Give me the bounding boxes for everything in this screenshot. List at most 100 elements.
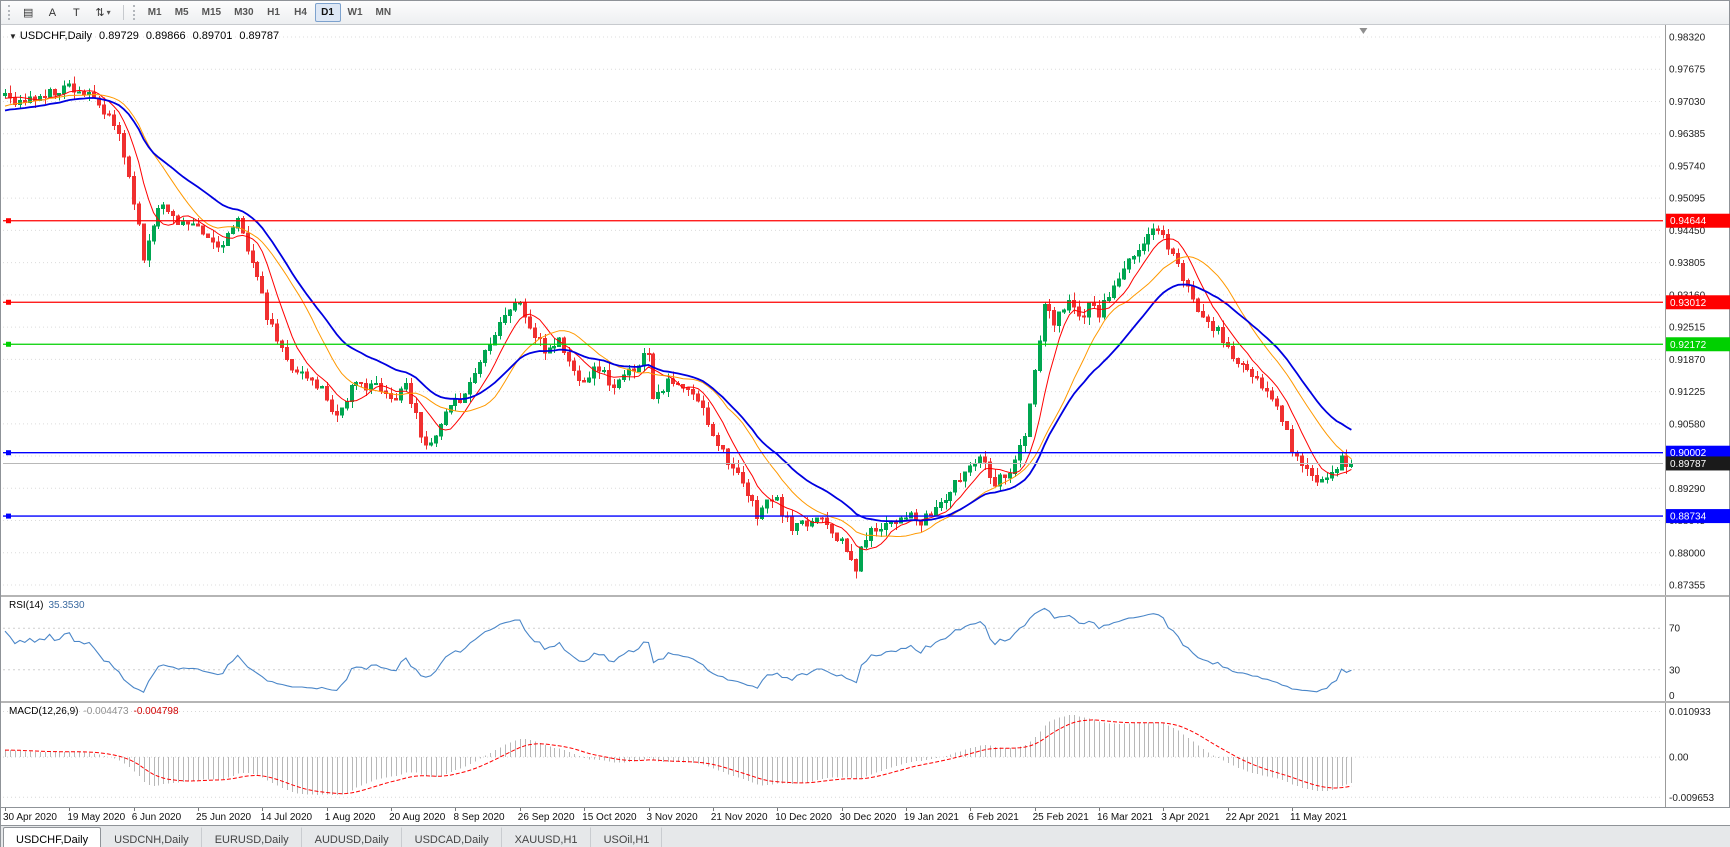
timeframe-d1-button[interactable]: D1: [315, 3, 341, 22]
scale-arrows-dropdown-button[interactable]: ⇅ ▾: [89, 3, 116, 22]
price-axis-labels[interactable]: 0.983200.976750.970300.963850.957400.950…: [1669, 33, 1706, 592]
timeframe-toolbar-drag-handle[interactable]: [133, 5, 137, 20]
time-tick: [1163, 808, 1164, 811]
horizontal-level-line-0.90002[interactable]: 0.90002: [3, 446, 1730, 460]
timeframe-h1-button[interactable]: H1: [261, 3, 287, 22]
svg-text:0.91870: 0.91870: [1669, 355, 1706, 366]
rsi-value: 35.3530: [48, 600, 84, 611]
svg-text:0.96385: 0.96385: [1669, 129, 1706, 140]
svg-text:-0.009653: -0.009653: [1669, 793, 1714, 804]
chart-tab-usoil[interactable]: USOil,H1: [591, 827, 663, 847]
macd-levels: [3, 712, 1663, 798]
font-tool-button[interactable]: A: [41, 3, 63, 22]
text-label-tool-button[interactable]: T: [65, 3, 87, 22]
horizontal-level-line-0.93012[interactable]: 0.93012: [3, 295, 1730, 309]
svg-text:0.97030: 0.97030: [1669, 97, 1706, 108]
date-axis-label: 19 Jan 2021: [904, 812, 959, 823]
svg-text:0.91225: 0.91225: [1669, 387, 1706, 398]
horizontal-level-line-0.88734[interactable]: 0.88734: [3, 509, 1730, 523]
time-tick: [1228, 808, 1229, 811]
time-tick: [455, 808, 456, 811]
svg-text:0.93012: 0.93012: [1670, 298, 1707, 309]
time-tick: [520, 808, 521, 811]
date-axis-label: 20 Aug 2020: [389, 812, 445, 823]
timeframe-m5-button[interactable]: M5: [169, 3, 195, 22]
svg-text:0.90580: 0.90580: [1669, 419, 1706, 430]
rsi-name: RSI(14): [9, 600, 43, 611]
date-axis-label: 25 Feb 2021: [1033, 812, 1089, 823]
timeframe-w1-button[interactable]: W1: [342, 3, 369, 22]
collapse-triangle-icon[interactable]: ▼: [9, 32, 17, 41]
chart-tab-eurusd[interactable]: EURUSD,Daily: [202, 827, 302, 847]
main-price-chart[interactable]: 0.983200.976750.970300.963850.957400.950…: [1, 25, 1730, 595]
svg-text:0.88000: 0.88000: [1669, 548, 1706, 559]
horizontal-level-line-0.94644[interactable]: 0.94644: [3, 214, 1730, 228]
timeframe-m15-button[interactable]: M15: [196, 3, 227, 22]
time-tick: [713, 808, 714, 811]
macd-main-value: -0.004473: [83, 706, 128, 717]
chevron-down-icon: ▾: [107, 8, 111, 17]
date-axis-label: 26 Sep 2020: [518, 812, 575, 823]
svg-text:0.95740: 0.95740: [1669, 161, 1706, 172]
horizontal-level-line-0.92172[interactable]: 0.92172: [3, 337, 1730, 351]
date-axis-label: 25 Jun 2020: [196, 812, 251, 823]
time-tick: [1099, 808, 1100, 811]
date-axis-label: 22 Apr 2021: [1226, 812, 1280, 823]
chart-tab-xauusd[interactable]: XAUUSD,H1: [502, 827, 591, 847]
date-axis-label: 3 Nov 2020: [647, 812, 698, 823]
rsi-levels: [3, 628, 1663, 670]
time-tick: [198, 808, 199, 811]
timeframe-m1-button[interactable]: M1: [142, 3, 168, 22]
timeframe-mn-button[interactable]: MN: [370, 3, 398, 22]
scale-arrows-icon: ⇅: [95, 6, 104, 19]
time-tick: [1292, 808, 1293, 811]
rsi-indicator-panel[interactable]: 70300: [1, 597, 1730, 701]
macd-axis-labels: 0.0109330.00-0.009653: [1669, 707, 1714, 804]
ohlc-close-value: 0.89787: [239, 30, 279, 42]
svg-text:0.93805: 0.93805: [1669, 258, 1706, 269]
svg-text:0: 0: [1669, 691, 1675, 701]
svg-text:0.88734: 0.88734: [1670, 512, 1707, 523]
toolbar-drag-handle[interactable]: [8, 5, 12, 20]
panel-splitter-macd[interactable]: [1, 701, 1729, 703]
chart-grid-icon[interactable]: ▤: [17, 3, 39, 22]
candles-layer: [4, 77, 1353, 579]
chart-tab-usdcad[interactable]: USDCAD,Daily: [402, 827, 502, 847]
panel-splitter-rsi[interactable]: [1, 595, 1729, 597]
svg-text:0.92515: 0.92515: [1669, 323, 1706, 334]
svg-text:0.97675: 0.97675: [1669, 65, 1706, 76]
current-price-line: 0.89787: [3, 456, 1730, 470]
time-tick: [134, 808, 135, 811]
chart-shift-marker-icon[interactable]: [1359, 28, 1367, 34]
chart-tab-usdchf[interactable]: USDCHF,Daily: [3, 827, 101, 847]
rsi-axis-labels: 70300: [1669, 624, 1681, 701]
svg-text:0.95095: 0.95095: [1669, 194, 1706, 205]
timeframe-button-group: M1M5M15M30H1H4D1W1MN: [142, 3, 397, 22]
svg-text:0.00: 0.00: [1669, 753, 1689, 764]
date-axis-label: 14 Jul 2020: [260, 812, 312, 823]
chart-tab-audusd[interactable]: AUDUSD,Daily: [302, 827, 402, 847]
toolbar-separator: [123, 5, 124, 20]
chart-tab-bar: USDCHF,DailyUSDCNH,DailyEURUSD,DailyAUDU…: [1, 825, 1730, 847]
timeframe-h4-button[interactable]: H4: [288, 3, 314, 22]
date-axis-label: 30 Apr 2020: [3, 812, 57, 823]
macd-indicator-panel[interactable]: 0.0109330.00-0.009653: [1, 703, 1730, 807]
ohlc-open-value: 0.89729: [99, 30, 139, 42]
time-tick: [262, 808, 263, 811]
ohlc-high-value: 0.89866: [146, 30, 186, 42]
trading-terminal-window: ▤ A T ⇅ ▾ M1M5M15M30H1H4D1W1MN 0.983200.…: [0, 0, 1730, 847]
price-gridlines: [3, 37, 1663, 585]
date-axis-label: 8 Sep 2020: [453, 812, 504, 823]
time-tick: [970, 808, 971, 811]
time-axis[interactable]: 30 Apr 202019 May 20206 Jun 202025 Jun 2…: [1, 807, 1730, 825]
time-tick: [5, 808, 6, 811]
macd-histogram: [6, 715, 1352, 795]
time-tick: [842, 808, 843, 811]
svg-text:70: 70: [1669, 624, 1681, 635]
time-tick: [1035, 808, 1036, 811]
chart-tab-usdcnh[interactable]: USDCNH,Daily: [101, 827, 202, 847]
time-tick: [327, 808, 328, 811]
date-axis-label: 6 Jun 2020: [132, 812, 182, 823]
timeframe-m30-button[interactable]: M30: [228, 3, 259, 22]
date-axis-label: 30 Dec 2020: [840, 812, 897, 823]
